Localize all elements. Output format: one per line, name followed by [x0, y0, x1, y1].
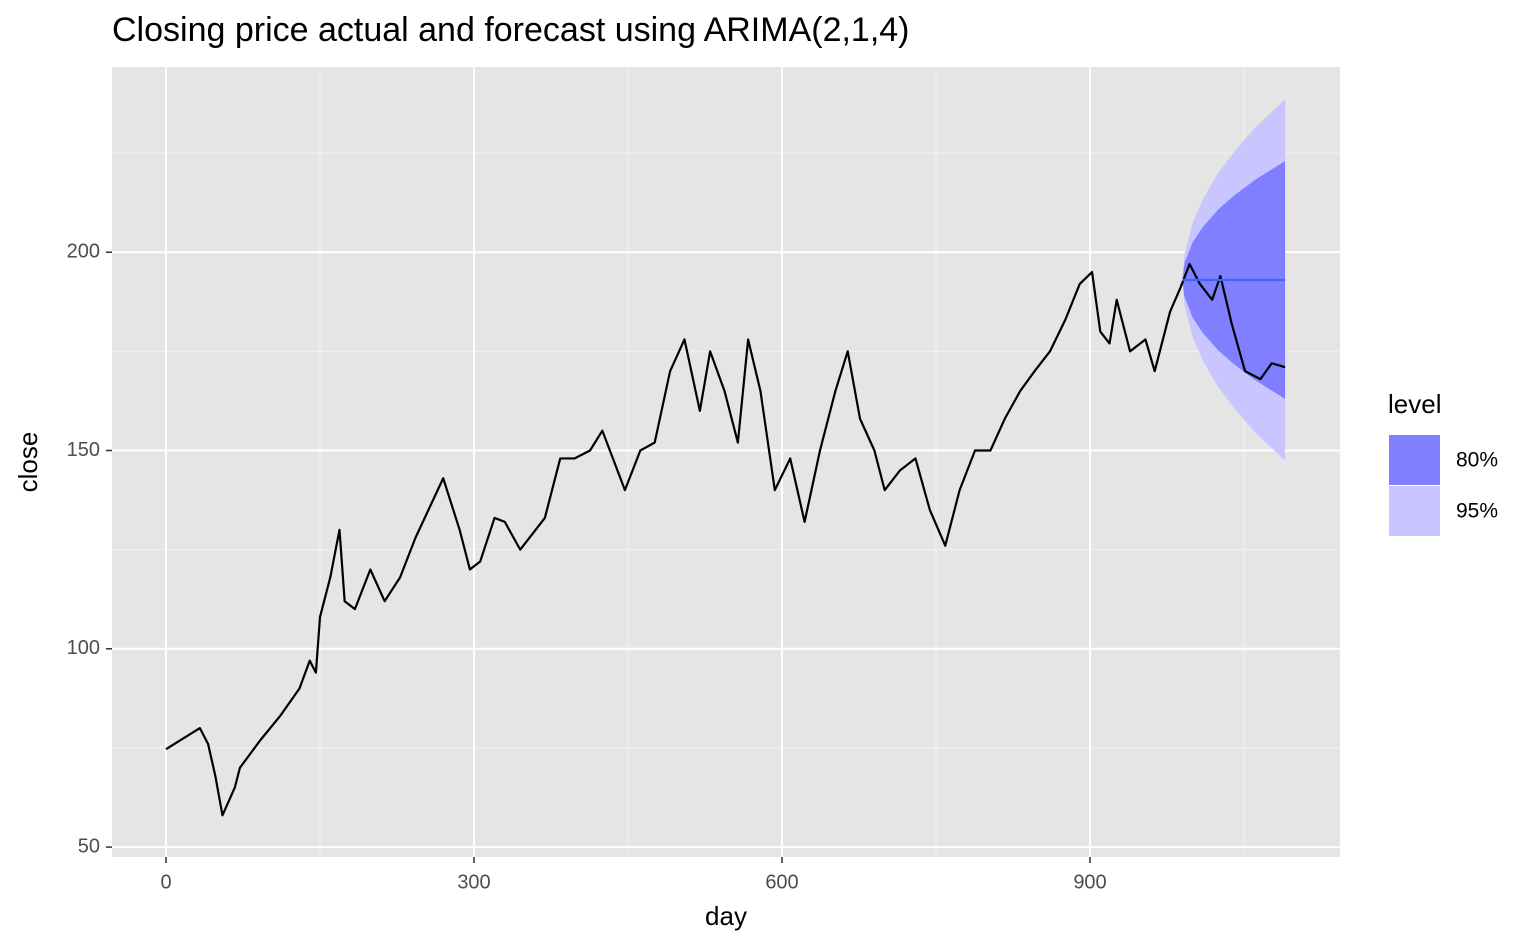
x-axis-title: day — [705, 901, 747, 931]
legend-label: 80% — [1456, 449, 1498, 472]
x-tick-label: 0 — [160, 871, 171, 893]
y-axis-title: close — [13, 432, 43, 493]
x-tick-label: 300 — [457, 871, 490, 893]
y-tick-label: 200 — [67, 240, 100, 262]
legend-title: level — [1388, 389, 1441, 419]
x-tick-label: 600 — [765, 871, 798, 893]
chart-title: Closing price actual and forecast using … — [112, 11, 910, 49]
y-tick-label: 100 — [67, 637, 100, 659]
y-tick-label: 150 — [67, 439, 100, 461]
legend-label: 95% — [1456, 500, 1498, 523]
price-line — [165, 263, 1286, 817]
panel — [112, 67, 1340, 857]
legend-key — [1389, 435, 1440, 485]
x-tick-label: 900 — [1073, 871, 1106, 893]
legend-key — [1389, 486, 1440, 536]
y-tick-label: 50 — [78, 835, 100, 857]
